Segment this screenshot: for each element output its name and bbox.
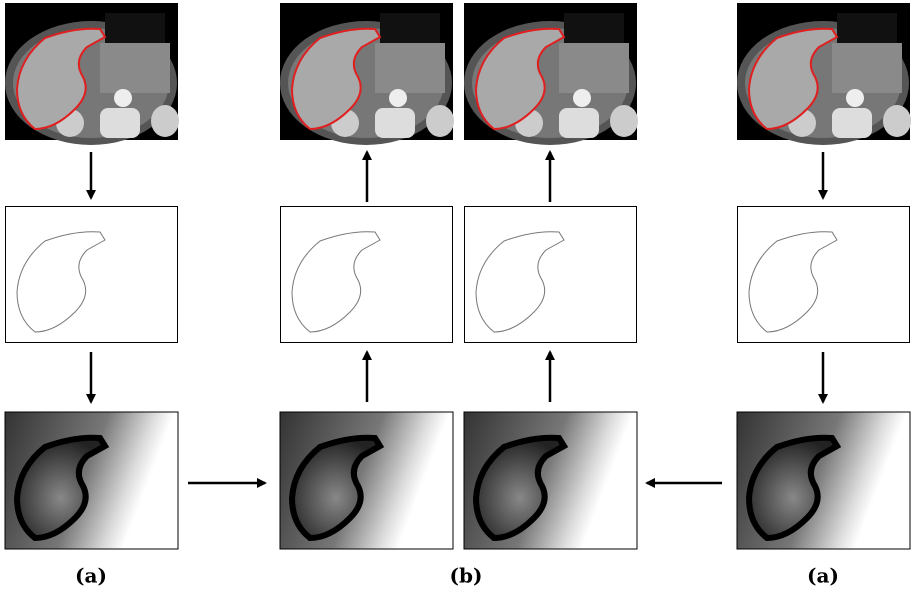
caption: (a) — [807, 564, 839, 588]
contour-image — [465, 207, 637, 343]
caption: (b) — [450, 564, 483, 588]
distance-map — [464, 412, 637, 549]
ct-image — [280, 3, 454, 145]
arrows — [91, 152, 823, 483]
figure: (a) (b) (a) — [0, 0, 916, 589]
distance-map — [5, 412, 178, 549]
ct-image — [5, 3, 179, 145]
caption: (a) — [75, 564, 107, 588]
contour-image — [738, 207, 910, 343]
ct-image — [737, 3, 911, 145]
distance-map — [280, 412, 453, 549]
distance-map — [737, 412, 910, 549]
ct-image — [464, 3, 638, 145]
contour-image — [6, 207, 178, 343]
contour-image — [281, 207, 453, 343]
